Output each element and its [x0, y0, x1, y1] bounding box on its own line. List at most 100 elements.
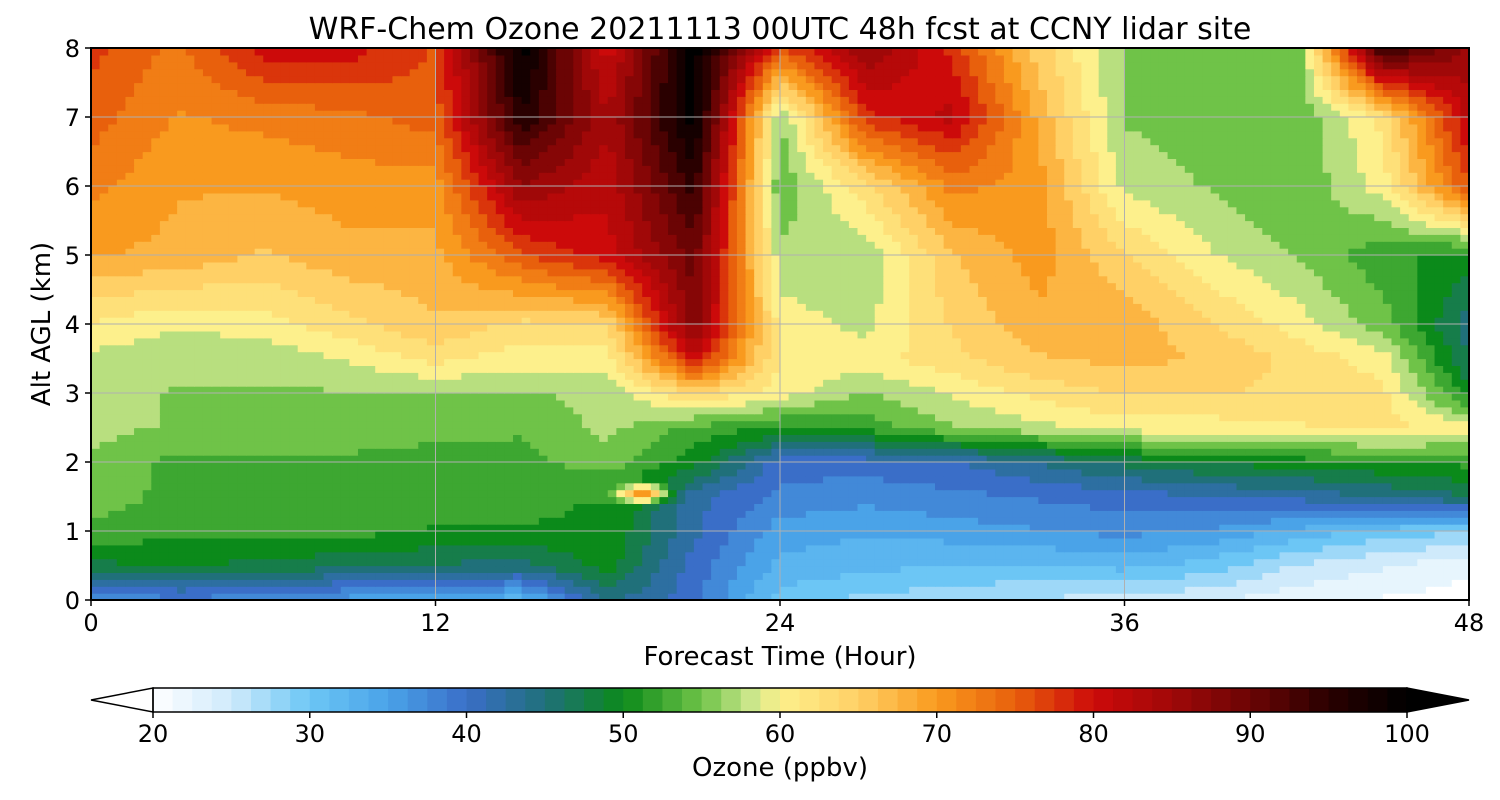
heatmap-cell — [116, 482, 127, 491]
heatmap-cell — [711, 482, 721, 491]
heatmap-cell — [952, 593, 962, 600]
heatmap-cell — [874, 496, 884, 504]
heatmap-cell — [1262, 579, 1272, 587]
heatmap-cell — [1115, 468, 1126, 477]
heatmap-cell — [142, 517, 152, 525]
heatmap-cell — [1443, 531, 1453, 539]
heatmap-cell — [504, 441, 514, 449]
heatmap-cell — [134, 475, 144, 484]
heatmap-cell — [168, 441, 178, 449]
heatmap-cell — [1115, 531, 1126, 539]
heatmap-cell — [1374, 462, 1384, 470]
heatmap-cell — [271, 551, 282, 560]
heatmap-cell — [676, 558, 686, 567]
heatmap-cell — [142, 413, 152, 422]
heatmap-cell — [185, 489, 195, 498]
heatmap-cell — [349, 427, 359, 435]
heatmap-cell — [185, 386, 195, 394]
heatmap-cell — [1193, 455, 1203, 463]
heatmap-cell — [168, 572, 178, 580]
heatmap-cell — [857, 531, 867, 539]
heatmap-cell — [1408, 593, 1418, 600]
heatmap-cell — [1434, 531, 1444, 539]
heatmap-cell — [340, 379, 350, 387]
heatmap-cell — [513, 420, 523, 429]
heatmap-cell — [1357, 462, 1367, 470]
heatmap-cell — [1227, 489, 1238, 498]
heatmap-cell — [1115, 510, 1126, 518]
heatmap-cell — [909, 537, 919, 546]
heatmap-cell — [866, 455, 876, 463]
heatmap-cell — [754, 531, 764, 539]
heatmap-cell — [357, 475, 368, 484]
heatmap-cell — [935, 510, 945, 518]
heatmap-cell — [452, 399, 462, 408]
heatmap-cell — [1167, 399, 1177, 408]
heatmap-cell — [538, 572, 549, 580]
heatmap-cell — [1382, 551, 1393, 560]
heatmap-cell — [969, 586, 979, 594]
heatmap-cell — [263, 462, 273, 470]
heatmap-cell — [1046, 468, 1057, 477]
heatmap-cell — [237, 420, 247, 429]
heatmap-cell — [547, 593, 557, 600]
heatmap-cell — [452, 448, 462, 456]
heatmap-cell — [1150, 510, 1160, 518]
heatmap-cell — [108, 420, 118, 429]
heatmap-cell — [866, 544, 876, 553]
heatmap-cell — [969, 434, 979, 442]
heatmap-cell — [1365, 537, 1375, 546]
heatmap-cell — [788, 572, 798, 580]
heatmap-cell — [228, 510, 239, 518]
heatmap-cell — [642, 427, 652, 435]
heatmap-cell — [556, 406, 566, 415]
heatmap-cell — [418, 462, 428, 470]
heatmap-cell — [323, 462, 333, 470]
heatmap-cell — [805, 551, 816, 560]
heatmap-cell — [1167, 455, 1177, 463]
heatmap-cell — [1322, 393, 1332, 401]
heatmap-cell — [1184, 434, 1194, 442]
heatmap-cell — [1245, 455, 1255, 463]
heatmap-cell — [538, 496, 549, 504]
heatmap-cell — [1107, 434, 1117, 442]
heatmap-cell — [616, 558, 626, 567]
heatmap-cell — [1064, 406, 1074, 415]
heatmap-cell — [1279, 524, 1289, 532]
heatmap-cell — [513, 489, 523, 498]
heatmap-cell — [469, 434, 480, 442]
heatmap-cell — [409, 413, 419, 422]
heatmap-cell — [814, 475, 824, 484]
heatmap-cell — [1124, 475, 1134, 484]
heatmap-cell — [504, 572, 514, 580]
heatmap-cell — [1064, 572, 1074, 580]
heatmap-cell — [177, 544, 187, 553]
heatmap-cell — [1374, 455, 1384, 463]
heatmap-cell — [194, 462, 204, 470]
heatmap-cell — [719, 517, 729, 525]
heatmap-cell — [323, 434, 333, 442]
heatmap-cell — [676, 434, 686, 442]
heatmap-cell — [375, 572, 385, 580]
heatmap-cell — [1296, 531, 1306, 539]
heatmap-cell — [1279, 544, 1289, 553]
heatmap-cell — [469, 427, 480, 435]
heatmap-cell — [633, 489, 643, 498]
heatmap-cell — [693, 413, 704, 422]
heatmap-cell — [909, 517, 919, 525]
heatmap-cell — [1408, 427, 1418, 435]
heatmap-cell — [487, 455, 497, 463]
heatmap-cell — [1012, 413, 1022, 422]
heatmap-cell — [495, 531, 505, 539]
heatmap-cell — [788, 462, 798, 470]
heatmap-cell — [220, 475, 230, 484]
heatmap-cell — [254, 524, 264, 532]
heatmap-cell — [874, 475, 884, 484]
heatmap-cell — [995, 475, 1005, 484]
heatmap-cell — [581, 434, 592, 442]
heatmap-cell — [814, 579, 824, 587]
heatmap-cell — [254, 406, 264, 415]
heatmap-cell — [418, 489, 428, 498]
heatmap-cell — [1357, 537, 1367, 546]
heatmap-cell — [685, 406, 695, 415]
